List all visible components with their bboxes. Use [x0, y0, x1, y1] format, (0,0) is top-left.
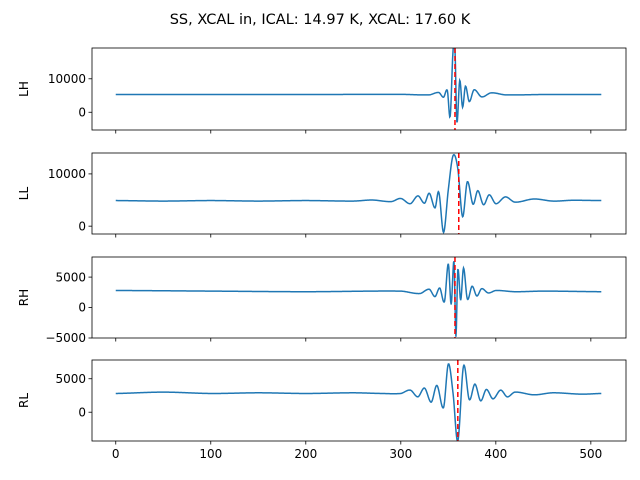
y-axis-label: RH — [17, 289, 31, 306]
x-tick-label: 500 — [579, 447, 602, 461]
subplot-lh: 0 10000 LH — [17, 47, 627, 134]
axes-frame — [91, 47, 627, 131]
chart-title: SS, XCAL in, ICAL: 14.97 K, XCAL: 17.60 … — [170, 12, 471, 28]
series-line-rl — [115, 363, 602, 441]
axes-frame — [91, 256, 627, 339]
y-tick-label: 5000 — [55, 372, 86, 386]
x-tick-label: 200 — [294, 447, 317, 461]
y-tick-label: 0 — [78, 301, 86, 315]
y-tick-label: 0 — [78, 219, 86, 233]
y-axis-label: LH — [17, 81, 31, 97]
y-tick-label: 10000 — [48, 167, 86, 181]
y-tick-label: 0 — [78, 105, 86, 119]
y-axis-label: RL — [17, 393, 31, 408]
y-tick-label: −5000 — [45, 331, 86, 345]
x-tick-label: 0 — [112, 447, 120, 461]
y-tick-label: 0 — [78, 405, 86, 419]
x-tick-label: 100 — [199, 447, 222, 461]
y-tick-label: 10000 — [48, 72, 86, 86]
subplot-rh: −5000 0 5000 RH — [17, 256, 627, 345]
x-tick-label: 400 — [484, 447, 507, 461]
x-tick-label: 300 — [389, 447, 412, 461]
subplot-ll: 0 10000 LL — [17, 152, 627, 238]
series-line-rh — [115, 261, 602, 337]
axes-frame — [91, 152, 627, 235]
y-tick-label: 5000 — [55, 270, 86, 284]
subplot-rl: 0 5000 0 100 200 300 400 500 RL — [17, 359, 627, 461]
y-axis-label: LL — [17, 187, 31, 201]
series-line-lh — [115, 48, 602, 123]
series-line-ll — [115, 153, 602, 234]
axes-frame — [91, 359, 627, 442]
